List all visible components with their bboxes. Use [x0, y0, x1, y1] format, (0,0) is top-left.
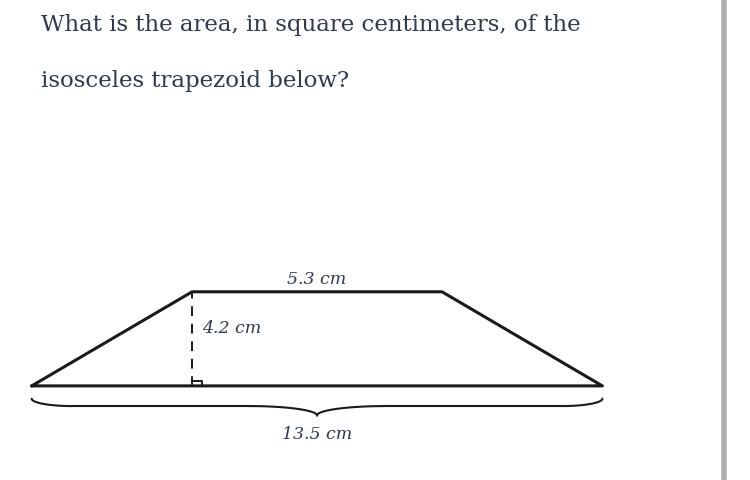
Text: What is the area, in square centimeters, of the: What is the area, in square centimeters,…	[41, 14, 580, 36]
Text: 4.2 cm: 4.2 cm	[202, 319, 261, 336]
Text: 5.3 cm: 5.3 cm	[287, 271, 346, 288]
Text: isosceles trapezoid below?: isosceles trapezoid below?	[41, 70, 350, 92]
Text: 13.5 cm: 13.5 cm	[282, 425, 352, 442]
